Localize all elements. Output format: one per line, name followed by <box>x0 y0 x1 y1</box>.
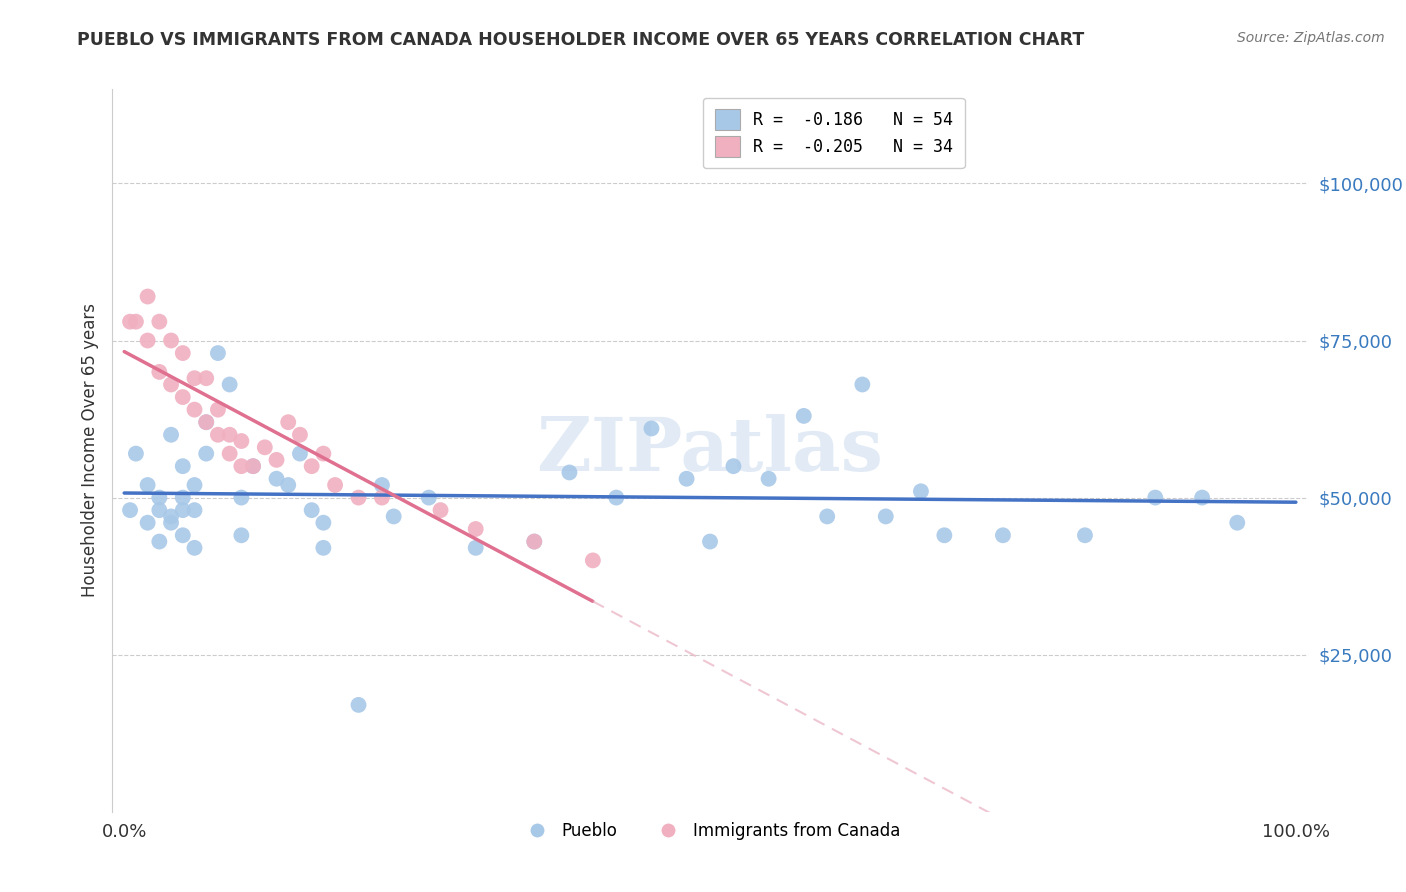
Point <box>136 478 159 492</box>
Point <box>172 503 194 517</box>
Point <box>160 427 183 442</box>
Point <box>851 377 873 392</box>
Point <box>218 427 240 442</box>
Point <box>160 377 183 392</box>
Point <box>301 459 323 474</box>
Point <box>183 402 205 417</box>
Point <box>120 315 141 329</box>
Point <box>793 409 815 423</box>
Point <box>675 472 697 486</box>
Point <box>136 334 159 348</box>
Point <box>288 427 311 442</box>
Point <box>160 516 183 530</box>
Point <box>605 491 627 505</box>
Point <box>312 541 335 555</box>
Point <box>172 346 194 360</box>
Point <box>266 453 288 467</box>
Point <box>172 459 194 474</box>
Point <box>148 534 170 549</box>
Point <box>582 553 605 567</box>
Point <box>125 447 148 461</box>
Point <box>148 491 170 505</box>
Point <box>195 415 218 429</box>
Point <box>418 491 440 505</box>
Point <box>288 447 311 461</box>
Point <box>125 315 148 329</box>
Point <box>323 478 346 492</box>
Point <box>195 371 218 385</box>
Point <box>253 440 276 454</box>
Point <box>347 698 370 712</box>
Point <box>464 541 486 555</box>
Point <box>1191 491 1213 505</box>
Point <box>172 491 194 505</box>
Point <box>242 459 264 474</box>
Point <box>148 315 170 329</box>
Point <box>172 390 194 404</box>
Point <box>207 427 229 442</box>
Point <box>371 491 394 505</box>
Point <box>195 447 218 461</box>
Point <box>148 365 170 379</box>
Point <box>910 484 932 499</box>
Point <box>382 509 405 524</box>
Point <box>464 522 486 536</box>
Point <box>231 459 253 474</box>
Point <box>160 509 183 524</box>
Point <box>699 534 721 549</box>
Point <box>183 371 205 385</box>
Legend: Pueblo, Immigrants from Canada: Pueblo, Immigrants from Canada <box>513 815 907 847</box>
Point <box>183 503 205 517</box>
Point <box>231 491 253 505</box>
Point <box>523 534 546 549</box>
Text: ZIPatlas: ZIPatlas <box>537 414 883 487</box>
Point <box>136 289 159 303</box>
Point <box>266 472 288 486</box>
Point <box>231 528 253 542</box>
Point <box>1074 528 1097 542</box>
Point <box>277 478 299 492</box>
Point <box>723 459 745 474</box>
Text: PUEBLO VS IMMIGRANTS FROM CANADA HOUSEHOLDER INCOME OVER 65 YEARS CORRELATION CH: PUEBLO VS IMMIGRANTS FROM CANADA HOUSEHO… <box>77 31 1084 49</box>
Point <box>312 447 335 461</box>
Point <box>207 402 229 417</box>
Point <box>242 459 264 474</box>
Point <box>875 509 897 524</box>
Point <box>991 528 1014 542</box>
Point <box>195 415 218 429</box>
Point <box>183 541 205 555</box>
Point <box>558 466 581 480</box>
Point <box>934 528 956 542</box>
Y-axis label: Householder Income Over 65 years: Householder Income Over 65 years <box>80 303 98 598</box>
Point <box>301 503 323 517</box>
Point <box>1144 491 1167 505</box>
Point <box>183 478 205 492</box>
Point <box>815 509 838 524</box>
Point <box>120 503 141 517</box>
Point <box>172 528 194 542</box>
Point <box>231 434 253 448</box>
Point <box>136 516 159 530</box>
Point <box>148 503 170 517</box>
Point <box>1226 516 1249 530</box>
Point <box>218 447 240 461</box>
Point <box>758 472 780 486</box>
Point <box>207 346 229 360</box>
Point <box>523 534 546 549</box>
Point <box>429 503 451 517</box>
Point <box>347 491 370 505</box>
Point <box>218 377 240 392</box>
Point <box>312 516 335 530</box>
Point <box>371 478 394 492</box>
Point <box>640 421 662 435</box>
Point <box>160 334 183 348</box>
Point <box>277 415 299 429</box>
Text: Source: ZipAtlas.com: Source: ZipAtlas.com <box>1237 31 1385 45</box>
